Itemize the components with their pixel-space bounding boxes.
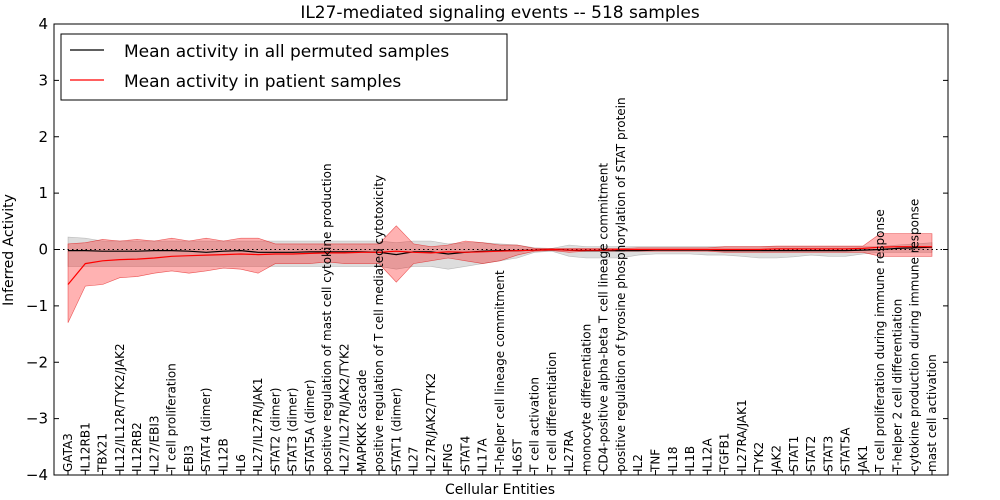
x-tick-label: STAT5A (dimer) xyxy=(303,379,317,472)
x-tick-label: T-helper 2 cell differentiation xyxy=(890,299,904,473)
x-tick-label: TBX21 xyxy=(96,433,110,473)
x-tick-label: CD4-positive alpha-beta T cell lineage c… xyxy=(597,163,611,472)
legend-label-permuted: Mean activity in all permuted samples xyxy=(124,42,449,62)
x-tick-label: MAPKKK cascade xyxy=(355,370,369,472)
x-tick-label: IL27 xyxy=(407,447,421,473)
x-tick-label: STAT4 xyxy=(458,436,472,472)
x-tick-label: IL18 xyxy=(666,447,680,473)
chart-title: IL27-mediated signaling events -- 518 sa… xyxy=(300,3,700,23)
x-tick-label: mast cell activation xyxy=(925,354,939,472)
x-tick-label: JAK1 xyxy=(856,445,870,473)
x-tick-label: EBI3 xyxy=(182,445,196,472)
legend-box xyxy=(60,33,508,101)
y-tick-label: 4 xyxy=(38,15,48,33)
y-axis-ticks: 4 3 2 1 0 −1 −2 −3 −4 xyxy=(26,15,948,484)
x-tick-label: STAT1 xyxy=(787,436,801,472)
x-tick-label: STAT4 (dimer) xyxy=(199,388,213,472)
x-tick-label-layer: GATA3 IL12RB1 TBX21 IL12/IL12R/TYK2/JAK2 IL1… xyxy=(61,97,939,475)
x-tick-label: IL6 xyxy=(234,454,248,472)
legend-label-patient: Mean activity in patient samples xyxy=(124,72,401,92)
y-axis-label: Inferred Activity xyxy=(1,194,17,306)
x-tick-label: IL27RA/JAK1 xyxy=(735,399,749,472)
x-tick-label: monocyte differentiation xyxy=(579,324,593,472)
y-tick-label: −2 xyxy=(26,353,48,371)
x-tick-label: positive regulation of tyrosine phosphor… xyxy=(614,97,628,472)
x-tick-label: cytokine production during immune respon… xyxy=(908,199,922,472)
x-tick-label: IL12RB2 xyxy=(130,422,144,472)
x-tick-label: positive regulation of T cell mediated c… xyxy=(372,175,386,472)
x-tick-label: IL12/IL12R/TYK2/JAK2 xyxy=(113,343,127,472)
x-tick-label: IL1B xyxy=(683,446,697,472)
y-tick-label: 2 xyxy=(38,128,48,146)
x-tick-label: IL2 xyxy=(631,454,645,472)
x-tick-label: IL27/EBI3 xyxy=(147,415,161,472)
x-axis-label: Cellular Entities xyxy=(445,482,555,498)
x-tick-label: T cell proliferation xyxy=(165,363,179,473)
x-tick-label: STAT1 (dimer) xyxy=(389,388,403,472)
x-tick-label: T-helper cell lineage commitment xyxy=(493,270,507,473)
series-line-layer xyxy=(67,246,933,285)
x-tick-label: IFNG xyxy=(441,443,455,472)
x-tick-label: T cell differentiation xyxy=(545,352,559,473)
y-tick-label: 1 xyxy=(38,184,48,202)
x-tick-label: GATA3 xyxy=(61,433,75,472)
y-tick-label: 0 xyxy=(38,241,48,259)
x-tick-label: STAT3 xyxy=(821,436,835,472)
x-tick-label: IL12A xyxy=(700,438,714,472)
x-tick-label: IL6ST xyxy=(510,439,524,472)
x-tick-label: IL27/IL27R/JAK1 xyxy=(251,378,265,472)
x-tick-label: STAT2 (dimer) xyxy=(268,388,282,472)
x-tick-label: STAT2 xyxy=(804,436,818,472)
x-tick-label: STAT5A xyxy=(839,427,853,472)
y-tick-label: 3 xyxy=(38,71,48,89)
x-tick-label: IL17A xyxy=(476,438,490,472)
y-tick-label: −3 xyxy=(26,410,48,428)
x-tick-label: TYK2 xyxy=(752,442,766,473)
x-tick-label: TNF xyxy=(649,449,663,473)
x-tick-label: IL27R/JAK2/TYK2 xyxy=(424,373,438,472)
x-tick-label: positive regulation of mast cell cytokin… xyxy=(320,163,334,472)
x-tick-label: TGFB1 xyxy=(718,433,732,473)
x-tick-label: STAT3 (dimer) xyxy=(286,388,300,472)
x-tick-label: JAK2 xyxy=(770,445,784,473)
x-tick-label: IL27/IL27R/JAK2/TYK2 xyxy=(338,343,352,472)
y-tick-label: −1 xyxy=(26,297,48,315)
y-tick-label: −4 xyxy=(26,466,48,484)
legend: Mean activity in all permuted samples Me… xyxy=(60,33,508,101)
x-tick-label: IL12RB1 xyxy=(78,422,92,472)
x-tick-label: T cell proliferation during immune respo… xyxy=(873,209,887,473)
x-tick-label: IL12B xyxy=(217,438,231,472)
series-line-1 xyxy=(67,246,932,285)
x-tick-label: T cell activation xyxy=(528,377,542,473)
x-tick-label: IL27RA xyxy=(562,430,576,472)
